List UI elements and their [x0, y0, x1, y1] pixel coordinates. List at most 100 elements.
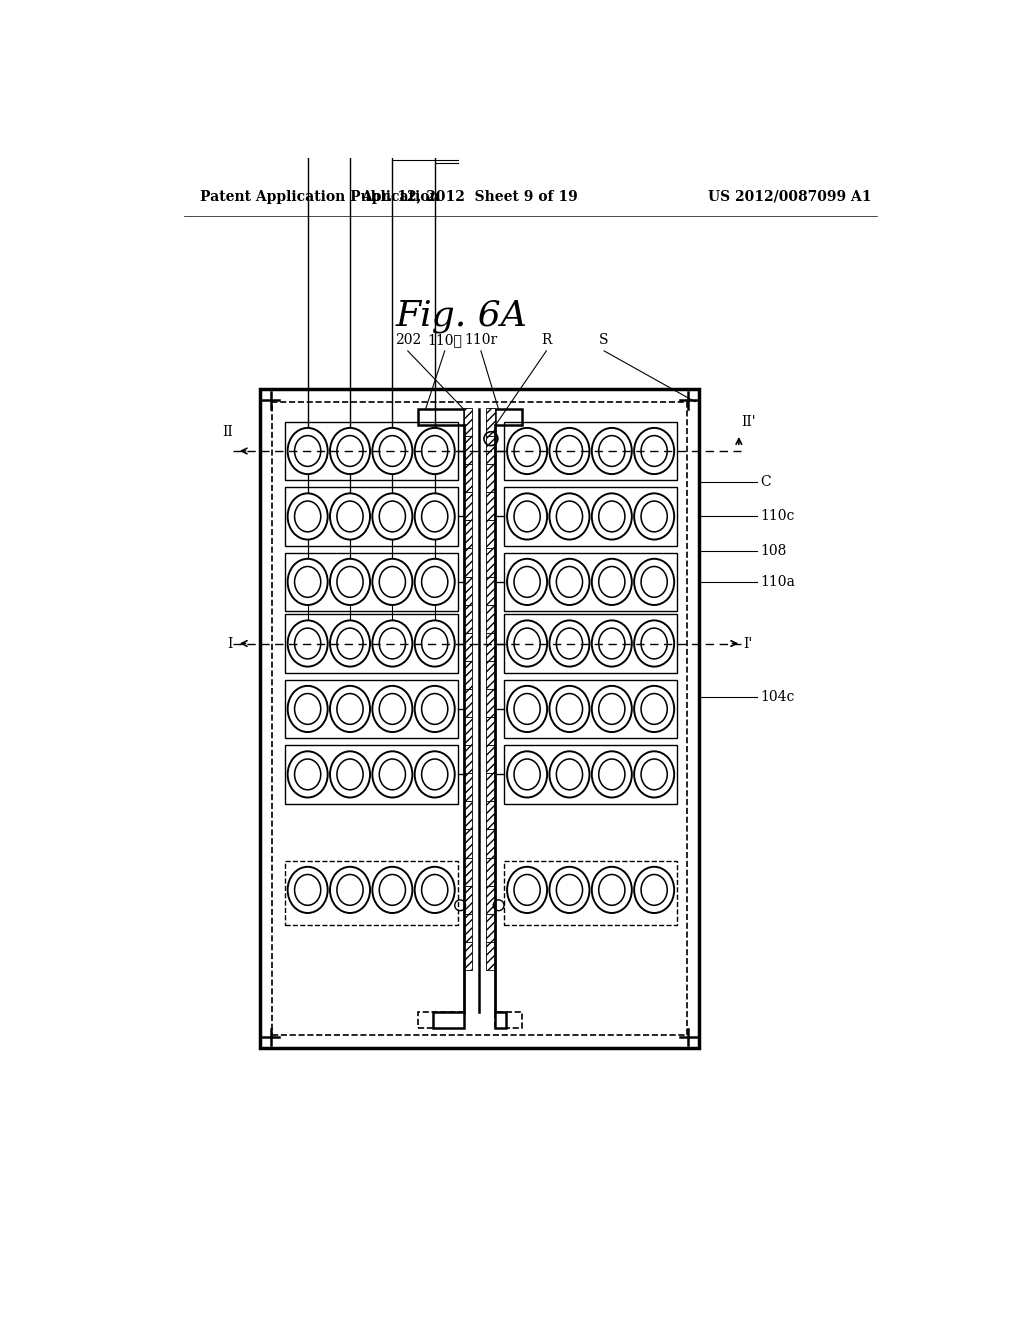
Text: 104c: 104c: [761, 690, 795, 705]
Ellipse shape: [550, 494, 590, 540]
Ellipse shape: [507, 494, 547, 540]
Ellipse shape: [330, 751, 370, 797]
Polygon shape: [486, 774, 495, 801]
Polygon shape: [486, 717, 495, 744]
Ellipse shape: [330, 558, 370, 605]
Text: 110ℓ: 110ℓ: [427, 333, 462, 347]
Text: 110c: 110c: [761, 510, 795, 524]
Polygon shape: [464, 801, 472, 829]
Polygon shape: [486, 942, 495, 970]
Ellipse shape: [288, 558, 328, 605]
Ellipse shape: [415, 867, 455, 913]
Text: 110a: 110a: [761, 576, 796, 589]
Polygon shape: [486, 744, 495, 774]
Ellipse shape: [507, 428, 547, 474]
Ellipse shape: [634, 751, 674, 797]
Ellipse shape: [592, 751, 632, 797]
Ellipse shape: [634, 867, 674, 913]
Polygon shape: [486, 605, 495, 632]
Ellipse shape: [288, 620, 328, 667]
Text: C: C: [761, 475, 771, 488]
Ellipse shape: [373, 494, 413, 540]
Polygon shape: [464, 913, 472, 942]
Ellipse shape: [373, 558, 413, 605]
Ellipse shape: [330, 620, 370, 667]
Ellipse shape: [592, 620, 632, 667]
Ellipse shape: [550, 558, 590, 605]
Ellipse shape: [415, 558, 455, 605]
Polygon shape: [486, 492, 495, 520]
Ellipse shape: [507, 686, 547, 733]
Polygon shape: [464, 886, 472, 913]
Ellipse shape: [634, 428, 674, 474]
Ellipse shape: [288, 686, 328, 733]
Ellipse shape: [288, 428, 328, 474]
Polygon shape: [464, 774, 472, 801]
Text: II': II': [741, 416, 756, 429]
Ellipse shape: [330, 686, 370, 733]
Polygon shape: [486, 913, 495, 942]
Polygon shape: [464, 436, 472, 465]
Ellipse shape: [634, 686, 674, 733]
Ellipse shape: [330, 428, 370, 474]
Ellipse shape: [415, 620, 455, 667]
Polygon shape: [486, 465, 495, 492]
Polygon shape: [433, 1012, 464, 1028]
Polygon shape: [464, 689, 472, 717]
Ellipse shape: [288, 751, 328, 797]
Text: II: II: [222, 425, 233, 440]
Ellipse shape: [634, 620, 674, 667]
Polygon shape: [464, 744, 472, 774]
Ellipse shape: [550, 686, 590, 733]
Ellipse shape: [507, 751, 547, 797]
Ellipse shape: [373, 867, 413, 913]
Polygon shape: [495, 409, 521, 425]
Polygon shape: [486, 801, 495, 829]
Ellipse shape: [330, 867, 370, 913]
Ellipse shape: [592, 494, 632, 540]
Text: 108: 108: [761, 544, 786, 558]
Text: I: I: [227, 636, 233, 651]
Ellipse shape: [373, 686, 413, 733]
Ellipse shape: [507, 558, 547, 605]
Ellipse shape: [550, 428, 590, 474]
Ellipse shape: [415, 686, 455, 733]
Text: 110r: 110r: [464, 333, 498, 347]
Polygon shape: [464, 492, 472, 520]
Polygon shape: [486, 661, 495, 689]
Ellipse shape: [415, 494, 455, 540]
Ellipse shape: [550, 867, 590, 913]
Polygon shape: [495, 1012, 506, 1028]
Polygon shape: [486, 689, 495, 717]
Ellipse shape: [415, 428, 455, 474]
Ellipse shape: [288, 494, 328, 540]
Polygon shape: [418, 409, 464, 425]
Ellipse shape: [373, 620, 413, 667]
Ellipse shape: [592, 686, 632, 733]
Polygon shape: [486, 577, 495, 605]
Polygon shape: [464, 520, 472, 548]
Polygon shape: [486, 436, 495, 465]
Ellipse shape: [550, 751, 590, 797]
Ellipse shape: [507, 620, 547, 667]
Polygon shape: [464, 858, 472, 886]
Polygon shape: [464, 408, 472, 436]
Text: I': I': [743, 636, 753, 651]
Polygon shape: [464, 465, 472, 492]
Text: US 2012/0087099 A1: US 2012/0087099 A1: [708, 190, 871, 203]
Ellipse shape: [373, 428, 413, 474]
Polygon shape: [464, 632, 472, 661]
Text: Apr. 12, 2012  Sheet 9 of 19: Apr. 12, 2012 Sheet 9 of 19: [361, 190, 578, 203]
Text: R: R: [541, 333, 552, 347]
Polygon shape: [464, 605, 472, 632]
Ellipse shape: [550, 620, 590, 667]
Polygon shape: [486, 632, 495, 661]
Polygon shape: [464, 717, 472, 744]
Polygon shape: [486, 520, 495, 548]
Text: Fig. 6A: Fig. 6A: [395, 300, 527, 333]
Text: S: S: [599, 333, 609, 347]
Ellipse shape: [507, 867, 547, 913]
Text: Patent Application Publication: Patent Application Publication: [200, 190, 439, 203]
Polygon shape: [486, 829, 495, 858]
Polygon shape: [486, 408, 495, 436]
